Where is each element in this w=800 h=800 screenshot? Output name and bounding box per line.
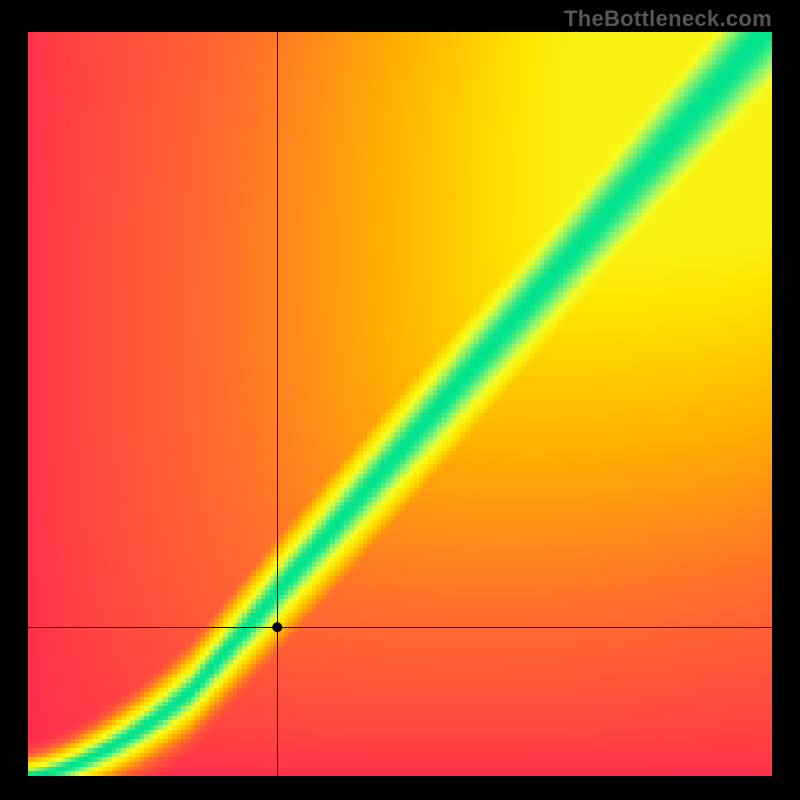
bottleneck-heatmap (28, 32, 772, 776)
heatmap-canvas (28, 32, 772, 776)
watermark-text: TheBottleneck.com (564, 6, 772, 32)
